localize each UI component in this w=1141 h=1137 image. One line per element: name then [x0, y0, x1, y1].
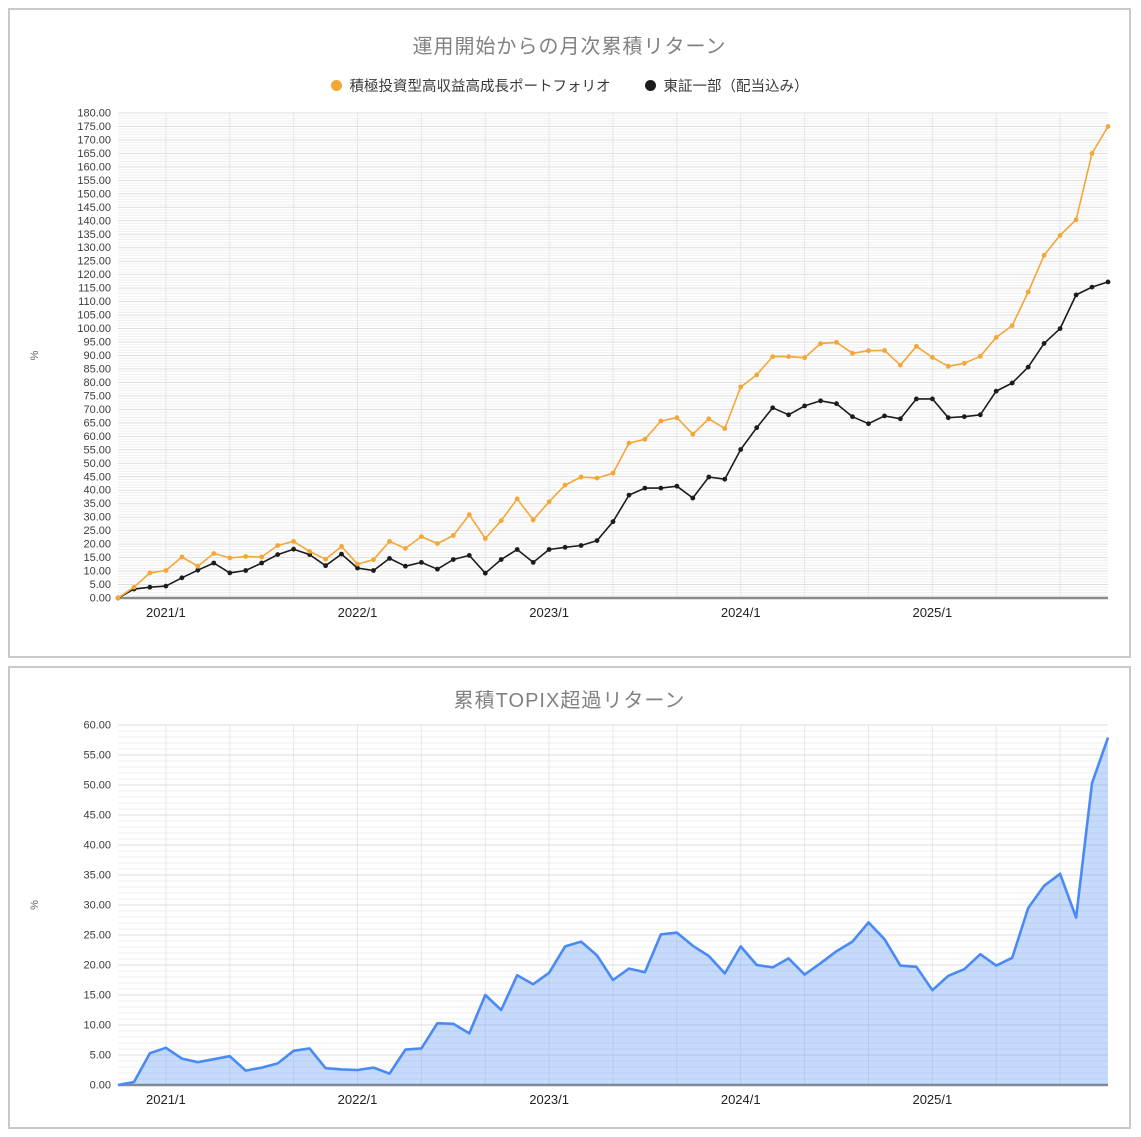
svg-text:70.00: 70.00 — [83, 404, 111, 416]
svg-text:2024/1: 2024/1 — [721, 1092, 761, 1107]
legend-marker-topix-icon — [644, 80, 656, 91]
svg-text:2023/1: 2023/1 — [529, 605, 569, 620]
svg-text:%: % — [29, 350, 41, 360]
svg-text:85.00: 85.00 — [83, 363, 111, 375]
svg-text:20.00: 20.00 — [83, 960, 111, 972]
svg-text:60.00: 60.00 — [83, 431, 111, 443]
svg-text:5.00: 5.00 — [90, 1050, 111, 1062]
excess-return-area-chart: 0.00 5.00 10.00 15.00 20.00 25.00 30.00 35.00 40… — [10, 713, 1129, 1115]
svg-text:125.00: 125.00 — [77, 256, 111, 268]
svg-text:40.00: 40.00 — [83, 840, 111, 852]
svg-text:5.00: 5.00 — [90, 579, 111, 591]
svg-text:30.00: 30.00 — [83, 512, 111, 524]
legend-marker-portfolio-icon — [330, 80, 342, 91]
svg-text:110.00: 110.00 — [78, 296, 111, 308]
svg-text:30.00: 30.00 — [83, 900, 111, 912]
svg-text:2022/1: 2022/1 — [338, 1092, 378, 1107]
svg-text:145.00: 145.00 — [77, 202, 111, 214]
legend-label-portfolio: 積極投資型高収益高成長ポートフォリオ — [349, 79, 611, 95]
svg-text:55.00: 55.00 — [83, 444, 111, 456]
chart-title-excess-return: 累積TOPIX超過リターン — [453, 690, 686, 712]
svg-text:60.00: 60.00 — [83, 720, 111, 732]
svg-text:20.00: 20.00 — [83, 539, 111, 551]
legend-label-topix: 東証一部（配当込み） — [663, 79, 809, 95]
svg-text:2025/1: 2025/1 — [912, 1092, 952, 1107]
svg-text:2024/1: 2024/1 — [721, 605, 761, 620]
legend-item-topix: 東証一部（配当込み） — [644, 75, 809, 96]
svg-text:160.00: 160.00 — [77, 161, 111, 173]
svg-text:150.00: 150.00 — [77, 188, 111, 200]
svg-text:25.00: 25.00 — [83, 525, 111, 537]
svg-text:2025/1: 2025/1 — [912, 605, 952, 620]
svg-text:0.00: 0.00 — [90, 593, 111, 605]
chart-legend: 積極投資型高収益高成長ポートフォリオ 東証一部（配当込み） — [10, 75, 1129, 96]
svg-text:95.00: 95.00 — [83, 337, 111, 349]
svg-text:75.00: 75.00 — [83, 390, 111, 402]
svg-text:0.00: 0.00 — [90, 1080, 111, 1092]
svg-text:170.00: 170.00 — [77, 134, 111, 146]
svg-text:35.00: 35.00 — [83, 498, 111, 510]
svg-text:135.00: 135.00 — [77, 229, 111, 241]
panel-cumulative-monthly-returns: 運用開始からの月次累積リターン 積極投資型高収益高成長ポートフォリオ 東証一部（… — [8, 8, 1131, 658]
svg-text:180.00: 180.00 — [77, 108, 111, 120]
legend-item-portfolio: 積極投資型高収益高成長ポートフォリオ — [330, 75, 611, 96]
svg-text:80.00: 80.00 — [83, 377, 111, 389]
svg-text:120.00: 120.00 — [77, 269, 111, 281]
svg-text:50.00: 50.00 — [83, 458, 111, 470]
svg-text:50.00: 50.00 — [83, 780, 111, 792]
svg-text:25.00: 25.00 — [83, 930, 111, 942]
svg-text:2021/1: 2021/1 — [146, 1092, 186, 1107]
svg-text:100.00: 100.00 — [77, 323, 111, 335]
svg-text:15.00: 15.00 — [83, 990, 111, 1002]
svg-text:90.00: 90.00 — [83, 350, 111, 362]
svg-text:10.00: 10.00 — [83, 1020, 111, 1032]
svg-text:65.00: 65.00 — [83, 417, 111, 429]
svg-text:105.00: 105.00 — [77, 310, 111, 322]
svg-text:35.00: 35.00 — [83, 870, 111, 882]
svg-text:115.00: 115.00 — [78, 283, 111, 295]
svg-text:2022/1: 2022/1 — [338, 605, 378, 620]
svg-text:10.00: 10.00 — [83, 566, 111, 578]
svg-text:55.00: 55.00 — [83, 750, 111, 762]
cumulative-return-line-chart: 0.00 5.00 10.00 15.00 20.00 25.00 30.00 35.00 40… — [10, 96, 1129, 636]
svg-text:175.00: 175.00 — [77, 121, 111, 133]
svg-text:130.00: 130.00 — [77, 242, 111, 254]
svg-text:15.00: 15.00 — [83, 552, 111, 564]
svg-text:2021/1: 2021/1 — [146, 605, 186, 620]
chart-title-cumulative-returns: 運用開始からの月次累積リターン — [412, 36, 727, 58]
svg-text:%: % — [29, 900, 41, 910]
svg-text:165.00: 165.00 — [77, 148, 111, 160]
svg-text:45.00: 45.00 — [83, 810, 111, 822]
svg-text:40.00: 40.00 — [83, 485, 111, 497]
svg-text:45.00: 45.00 — [83, 471, 111, 483]
svg-text:155.00: 155.00 — [77, 175, 111, 187]
svg-text:2023/1: 2023/1 — [529, 1092, 569, 1107]
panel-cumulative-excess-return: 累積TOPIX超過リターン 0.00 5.00 10.00 15.00 20.00 25.… — [8, 666, 1131, 1129]
svg-text:140.00: 140.00 — [77, 215, 111, 227]
